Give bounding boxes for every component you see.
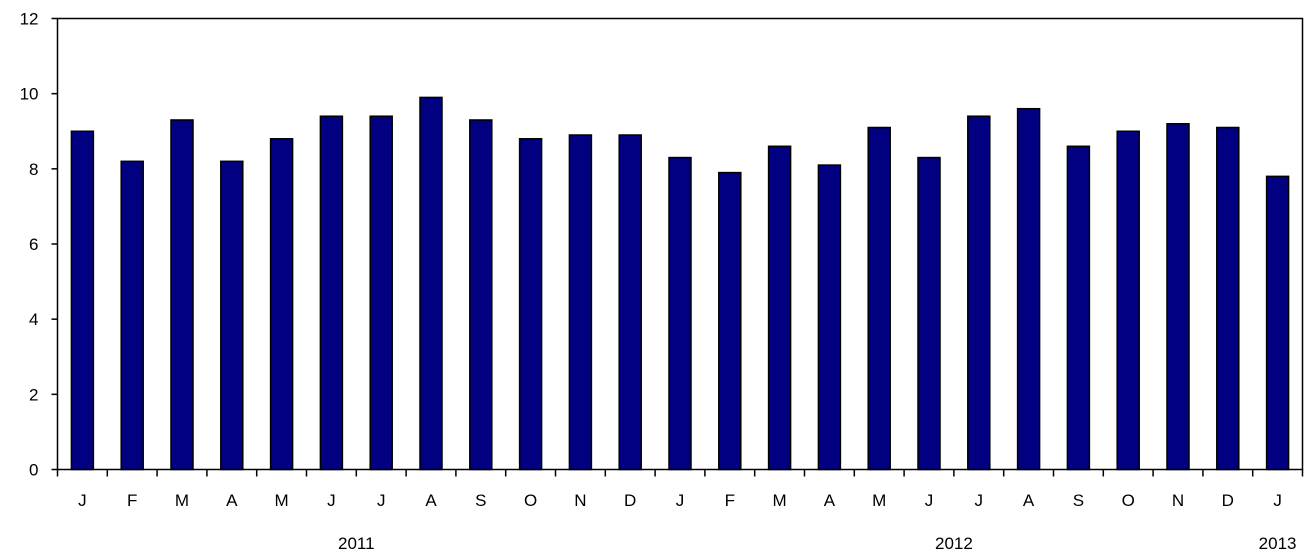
year-label: 2012 — [935, 534, 973, 553]
bar-20 — [1066, 145, 1091, 471]
x-tick-label: A — [1023, 491, 1035, 510]
y-tick-label: 2 — [29, 385, 38, 404]
bar-14 — [767, 145, 792, 471]
year-label: 2013 — [1259, 534, 1297, 553]
bar-21 — [1116, 130, 1140, 471]
x-tick-label: J — [78, 491, 87, 510]
bar-12 — [668, 156, 692, 471]
x-tick-label: F — [127, 491, 137, 510]
bar-22 — [1166, 122, 1190, 471]
x-tick-label: A — [824, 491, 836, 510]
year-labels: 2011 2012 2013 — [338, 534, 1296, 553]
bars — [70, 96, 1290, 471]
y-tick-label: 6 — [29, 235, 38, 254]
y-tick-label: 12 — [20, 10, 39, 29]
x-tick-label: O — [1122, 491, 1135, 510]
bar-2 — [170, 119, 194, 471]
y-tick-label: 0 — [29, 461, 38, 480]
x-tick-label: N — [574, 491, 586, 510]
x-tick-label: D — [624, 491, 636, 510]
y-axis: 0 2 4 6 8 10 12 — [20, 10, 58, 480]
year-label: 2011 — [338, 534, 375, 553]
bar-19 — [1016, 107, 1041, 471]
x-tick-label: J — [327, 491, 336, 510]
bar-18 — [967, 115, 991, 471]
y-tick-label: 8 — [29, 160, 38, 179]
bar-0 — [70, 130, 95, 471]
bar-4 — [269, 138, 294, 471]
x-tick-label: J — [676, 491, 685, 510]
bar-11 — [618, 134, 642, 471]
bar-6 — [369, 115, 393, 471]
bar-13 — [718, 171, 742, 471]
bar-7 — [419, 96, 443, 471]
x-tick-label: M — [175, 491, 189, 510]
bar-15 — [817, 164, 842, 471]
x-tick-label: N — [1172, 491, 1184, 510]
y-tick-label: 10 — [20, 85, 39, 104]
x-tick-label: O — [524, 491, 537, 510]
x-tick-label: J — [925, 491, 934, 510]
bar-3 — [220, 160, 244, 471]
x-tick-label: J — [1273, 491, 1282, 510]
bar-17 — [917, 156, 941, 471]
x-tick-label: D — [1222, 491, 1234, 510]
bar-8 — [469, 119, 493, 471]
x-tick-label: S — [1073, 491, 1084, 510]
bar-24 — [1265, 175, 1290, 471]
x-tick-label: J — [975, 491, 984, 510]
x-tick-label: M — [773, 491, 787, 510]
x-tick-label: M — [275, 491, 289, 510]
bar-5 — [319, 115, 344, 471]
bar-1 — [120, 160, 144, 471]
bar-9 — [518, 138, 543, 471]
y-tick-label: 4 — [29, 310, 38, 329]
bar-23 — [1216, 126, 1240, 471]
bar-10 — [568, 134, 593, 471]
x-tick-label: A — [425, 491, 437, 510]
x-tick-label: M — [872, 491, 886, 510]
x-tick-label: F — [725, 491, 735, 510]
x-tick-label: S — [475, 491, 486, 510]
x-tick-label: J — [377, 491, 386, 510]
x-tick-label: A — [226, 491, 238, 510]
bar-16 — [867, 126, 891, 471]
